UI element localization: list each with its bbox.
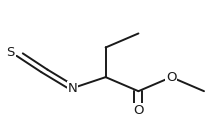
Text: N: N xyxy=(68,82,78,95)
Text: S: S xyxy=(7,46,15,59)
Text: O: O xyxy=(133,104,144,117)
Text: O: O xyxy=(166,71,176,84)
